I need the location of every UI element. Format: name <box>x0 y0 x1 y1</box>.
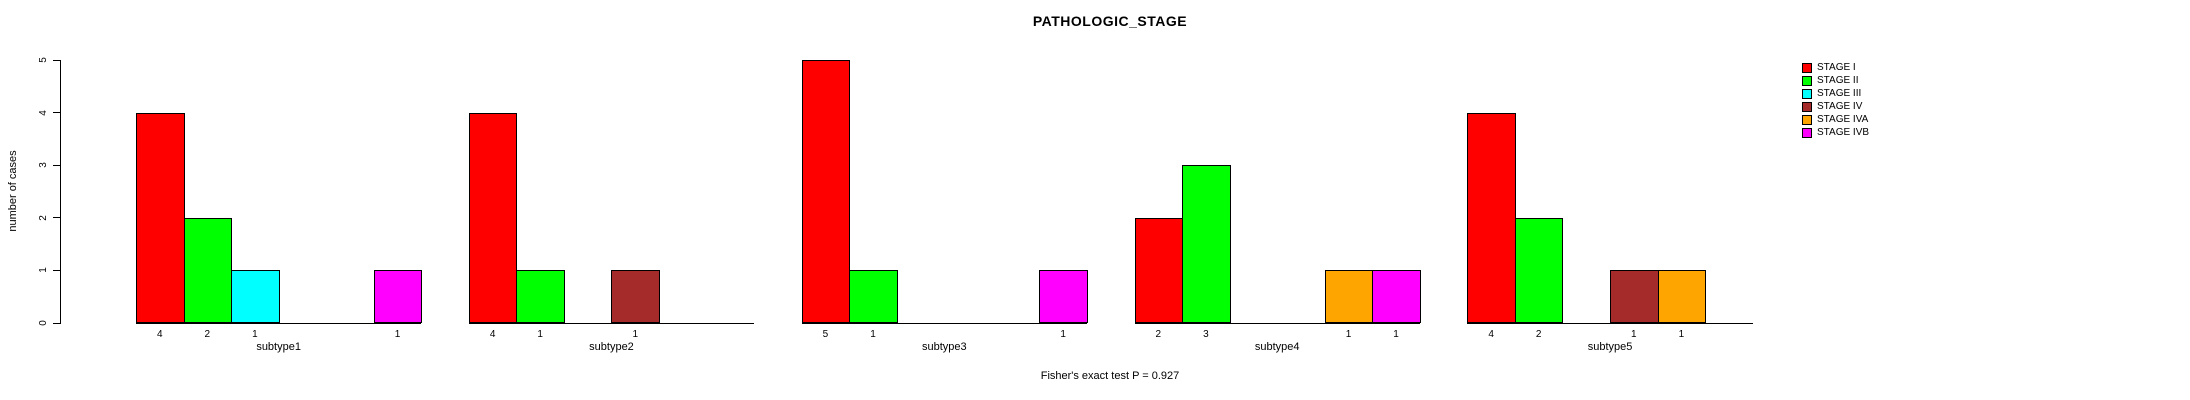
legend-swatch-stage-ii <box>1802 75 1812 86</box>
legend-row: STAGE IV <box>1802 100 1869 113</box>
legend-row: STAGE I <box>1802 61 1869 74</box>
bar-subtype5-stage-ii <box>1514 218 1564 323</box>
bar-value-label: 2 <box>204 329 211 340</box>
legend-swatch-stage-iii <box>1802 88 1812 99</box>
x-category-label-subtype1: subtype1 <box>256 341 301 353</box>
panel-subtype2: 4 1 1 subtype2 <box>468 60 755 353</box>
legend-label: STAGE IVB <box>1817 127 1870 138</box>
legend-swatch-stage-i <box>1802 62 1812 73</box>
bar-subtype1-stage-i <box>136 113 185 323</box>
bar-subtype3-stage-i <box>801 60 851 323</box>
bar-subtype1-stage-iii <box>231 270 280 323</box>
y-tick-label: 2 <box>38 215 49 221</box>
y-tick-mark <box>53 322 60 324</box>
panel-subtype3: 5 1 1 subtype3 <box>801 60 1088 353</box>
bar-value-label: 1 <box>537 329 543 340</box>
x-category-label-subtype3: subtype3 <box>922 341 967 353</box>
y-tick-label: 5 <box>38 57 49 63</box>
panel-subtype5: 4 2 1 1 subtype5 <box>1467 60 1753 353</box>
x-category-label-subtype2: subtype2 <box>589 341 634 353</box>
bar-subtype2-stage-iv <box>611 270 661 323</box>
bar-value-label: 1 <box>1393 329 1399 340</box>
bar-value-label: 5 <box>822 329 829 340</box>
y-tick-mark <box>53 59 60 61</box>
legend-label: STAGE IVA <box>1817 114 1869 125</box>
bar-subtype1-stage-ivb <box>373 270 423 323</box>
y-axis-line <box>60 60 61 324</box>
bar-value-label: 2 <box>1535 329 1542 340</box>
legend-row: STAGE IVB <box>1802 126 1869 139</box>
bar-value-label: 1 <box>632 329 639 340</box>
bar-value-label: 4 <box>156 329 163 340</box>
bar-value-label: 1 <box>394 329 401 340</box>
y-tick-label: 3 <box>38 162 49 168</box>
legend-swatch-stage-ivb <box>1802 127 1812 138</box>
y-tick-mark <box>53 164 60 166</box>
chart-title: PATHOLOGIC_STAGE <box>1032 13 1188 29</box>
bar-value-label: 2 <box>1155 329 1162 340</box>
bar-subtype1-stage-ii <box>183 218 233 323</box>
legend-label: STAGE I <box>1817 62 1856 73</box>
y-tick-mark <box>53 217 60 219</box>
y-tick-label: 1 <box>38 267 49 274</box>
bar-value-label: 1 <box>1678 329 1685 340</box>
bar-value-label: 3 <box>1203 329 1209 340</box>
bar-subtype3-stage-ivb <box>1039 270 1088 323</box>
bar-subtype2-stage-i <box>468 113 518 323</box>
legend-row: STAGE IVA <box>1802 113 1869 126</box>
bar-value-label: 4 <box>489 329 496 340</box>
bar-subtype4-stage-iva <box>1324 270 1374 323</box>
bar-value-label: 1 <box>1060 329 1066 340</box>
panel-subtype4: 2 3 1 1 subtype4 <box>1134 60 1421 353</box>
bar-subtype2-stage-ii <box>516 270 565 323</box>
bar-value-label: 1 <box>252 329 258 340</box>
bar-subtype5-stage-iv <box>1610 270 1659 323</box>
bar-subtype3-stage-ii <box>849 270 898 323</box>
legend-swatch-stage-iv <box>1802 101 1812 112</box>
y-tick-mark <box>53 269 60 271</box>
bar-subtype4-stage-ivb <box>1372 270 1421 323</box>
panel-subtype1: 4 2 1 1 subtype1 <box>136 60 423 353</box>
fisher-test-caption: Fisher's exact test P = 0.927 <box>1040 370 1180 382</box>
legend-row: STAGE III <box>1802 87 1869 100</box>
x-category-label-subtype5: subtype5 <box>1587 341 1633 353</box>
bar-subtype5-stage-iva <box>1657 270 1707 323</box>
legend-label: STAGE III <box>1817 88 1862 99</box>
bar-subtype5-stage-i <box>1467 113 1516 323</box>
y-tick-mark <box>53 112 60 114</box>
bar-value-label: 4 <box>1488 329 1494 340</box>
bar-subtype4-stage-ii <box>1182 165 1231 323</box>
legend-row: STAGE II <box>1802 74 1869 87</box>
legend: STAGE I STAGE II STAGE III STAGE IV STAGE IV… <box>1802 61 1869 139</box>
bar-subtype4-stage-i <box>1134 218 1184 323</box>
bar-value-label: 1 <box>1345 329 1352 340</box>
y-tick-label: 4 <box>38 109 49 116</box>
bar-value-label: 1 <box>1631 329 1637 340</box>
y-axis-label: number of cases <box>7 150 19 232</box>
bar-value-label: 1 <box>870 329 876 340</box>
legend-swatch-stage-iva <box>1802 114 1812 125</box>
legend-label: STAGE II <box>1817 75 1859 86</box>
legend-label: STAGE IV <box>1817 101 1863 112</box>
y-tick-label: 0 <box>38 320 49 326</box>
x-category-label-subtype4: subtype4 <box>1254 341 1300 353</box>
